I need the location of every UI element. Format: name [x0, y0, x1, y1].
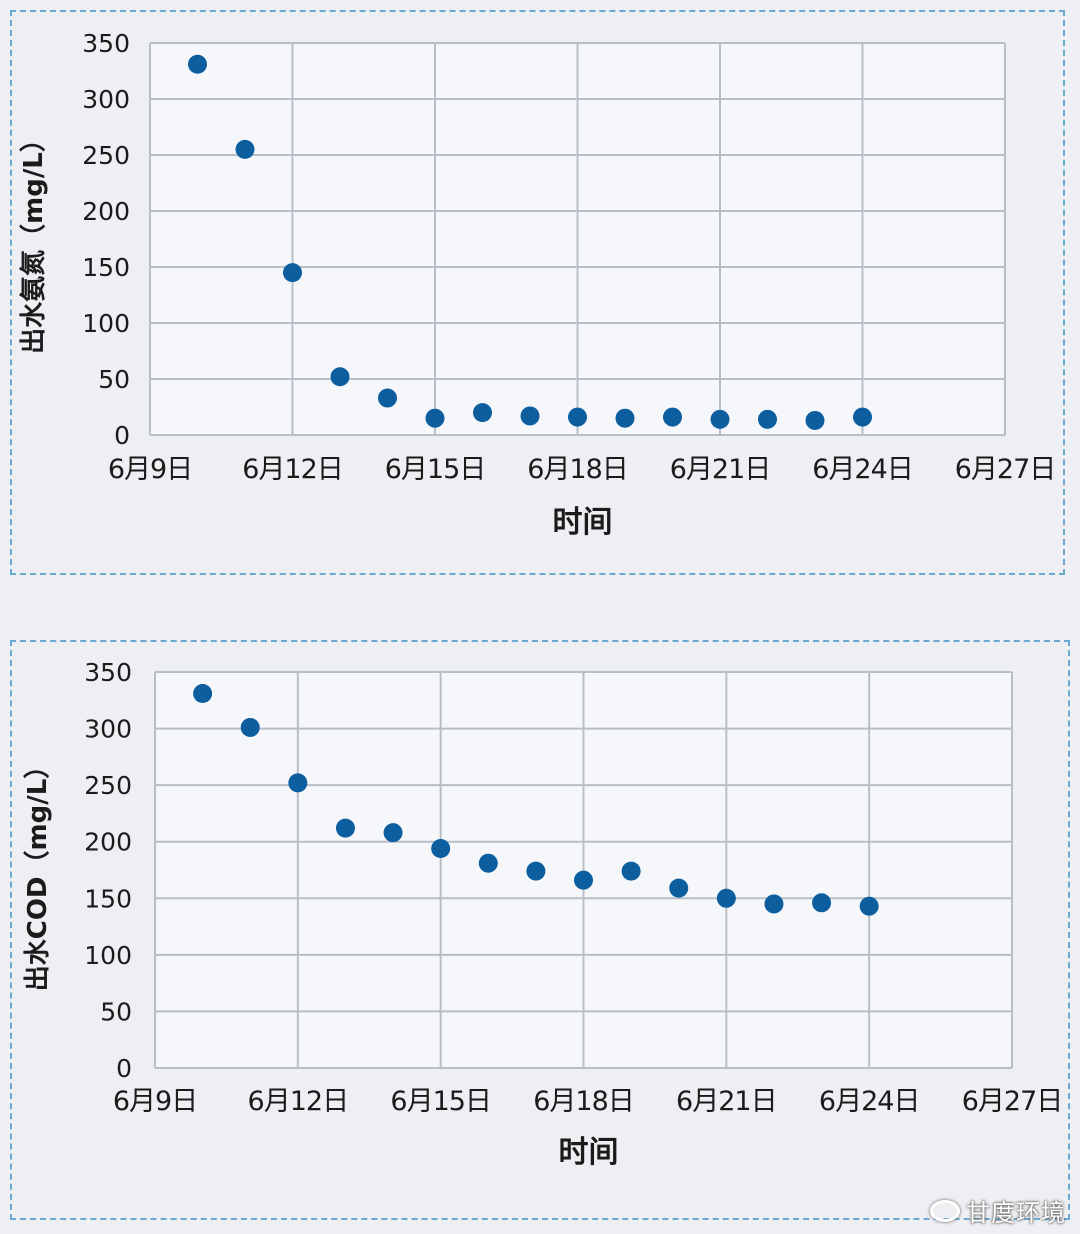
- x-tick-label: 6月21日: [670, 454, 771, 485]
- y-tick-label: 0: [114, 421, 130, 450]
- data-point: [805, 410, 825, 430]
- x-axis-title: 时间: [553, 505, 613, 540]
- weibo-icon: [930, 1199, 960, 1222]
- x-tick-label: 6月27日: [962, 1086, 1063, 1117]
- chart-panel-cod: [10, 640, 1070, 1220]
- y-tick-label: 50: [100, 997, 132, 1026]
- data-point: [574, 870, 593, 890]
- data-point: [473, 403, 492, 423]
- y-tick-label: 0: [116, 1054, 132, 1083]
- y-tick-label: 50: [98, 365, 130, 394]
- data-point: [758, 409, 777, 429]
- data-point: [431, 839, 451, 859]
- x-axis-title: 时间: [559, 1135, 619, 1170]
- y-tick-label: 200: [84, 828, 132, 857]
- y-tick-label: 300: [82, 85, 130, 114]
- x-tick-label: 6月9日: [113, 1086, 197, 1117]
- x-tick-label: 6月15日: [385, 454, 486, 485]
- y-tick-label: 250: [82, 141, 130, 170]
- data-point: [235, 139, 255, 159]
- y-tick-label: 350: [84, 658, 132, 687]
- x-tick-label: 6月9日: [108, 454, 192, 485]
- y-tick-label: 200: [82, 197, 130, 226]
- data-point: [478, 853, 498, 873]
- data-point: [330, 367, 350, 387]
- x-tick-label: 6月12日: [242, 454, 343, 485]
- data-point: [859, 896, 879, 916]
- x-tick-label: 6月18日: [533, 1086, 634, 1117]
- data-point: [425, 408, 445, 428]
- chart-panel-ammonia: [10, 10, 1065, 575]
- data-point: [669, 878, 689, 898]
- data-point: [188, 54, 207, 74]
- y-tick-label: 100: [84, 941, 132, 970]
- x-tick-label: 6月15日: [390, 1086, 491, 1117]
- watermark: 甘度环境: [930, 1193, 1066, 1228]
- y-axis-title: 出水氨氮（mg/L）: [18, 126, 49, 354]
- data-point: [663, 407, 682, 427]
- x-tick-label: 6月21日: [676, 1086, 777, 1117]
- x-tick-label: 6月27日: [955, 454, 1056, 485]
- data-point: [288, 773, 308, 793]
- x-tick-label: 6月24日: [819, 1086, 920, 1117]
- data-point: [812, 893, 832, 913]
- x-tick-label: 6月24日: [812, 454, 913, 485]
- data-point: [520, 406, 540, 426]
- data-point: [283, 263, 302, 283]
- y-tick-label: 150: [84, 884, 132, 913]
- data-point: [335, 818, 355, 838]
- y-tick-label: 250: [84, 771, 132, 800]
- x-tick-label: 6月18日: [527, 454, 628, 485]
- data-point: [710, 409, 730, 429]
- y-tick-label: 150: [82, 253, 130, 282]
- data-point: [526, 861, 546, 881]
- data-point: [621, 861, 641, 881]
- y-axis-title: 出水COD（mg/L）: [23, 753, 53, 992]
- data-point: [716, 888, 736, 908]
- y-tick-label: 350: [82, 29, 130, 58]
- data-point: [764, 894, 784, 914]
- y-tick-label: 100: [82, 309, 130, 338]
- data-point: [378, 388, 397, 408]
- data-point: [853, 407, 872, 427]
- data-point: [193, 683, 213, 703]
- y-tick-label: 300: [84, 715, 132, 744]
- data-point: [383, 823, 403, 843]
- watermark-text: 甘度环境: [966, 1199, 1066, 1227]
- data-point: [615, 408, 635, 428]
- x-tick-label: 6月12日: [248, 1086, 349, 1117]
- data-point: [240, 717, 260, 737]
- data-point: [568, 407, 587, 427]
